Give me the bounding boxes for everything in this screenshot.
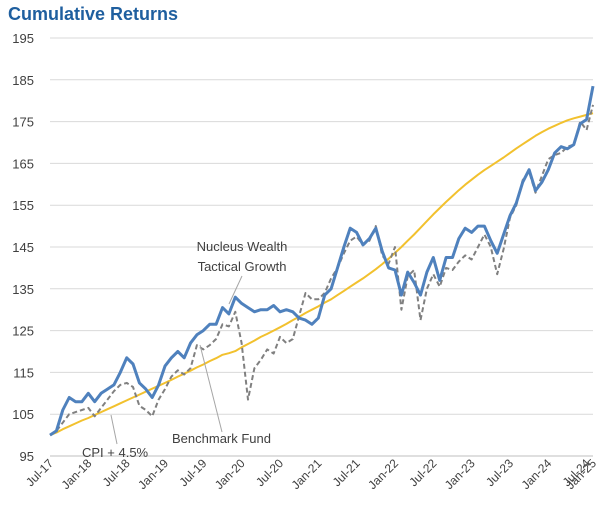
y-tick-label: 105 xyxy=(12,407,34,422)
series-line-nucleus xyxy=(49,85,595,437)
annotation-cpi: CPI + 4.5% xyxy=(82,445,149,460)
x-tick-label: Jan-21 xyxy=(289,456,325,492)
x-tick-label: Jul-19 xyxy=(176,456,209,489)
annotation-benchmark: Benchmark Fund xyxy=(172,431,271,446)
leader-benchmark xyxy=(199,344,223,433)
x-tick-label: Jan-18 xyxy=(59,456,95,492)
annotation-nucleus: Nucleus Wealth xyxy=(197,239,288,254)
chart-title: Cumulative Returns xyxy=(8,4,179,24)
y-tick-label: 145 xyxy=(12,240,34,255)
series-line-benchmark xyxy=(49,104,594,436)
y-axis-ticks: 95 105 115 125 135 145 155 165 175 185 195 xyxy=(12,31,34,464)
y-tick-label: 185 xyxy=(12,73,34,88)
x-axis-ticks: Jul-17 Jan-18 Jul-18 Jan-19 Jul-19 Jan-20 Jul-… xyxy=(23,456,599,492)
annotations: Nucleus Wealth Tactical Growth Benchmark F… xyxy=(82,239,287,460)
x-tick-label: Jan-20 xyxy=(212,456,248,492)
x-tick-label: Jul-23 xyxy=(483,456,516,489)
y-tick-label: 175 xyxy=(12,115,34,130)
x-tick-label: Jan-22 xyxy=(365,456,401,492)
x-tick-label: Jan-19 xyxy=(135,456,171,492)
x-tick-label: Jan-24 xyxy=(519,456,555,492)
y-tick-label: 135 xyxy=(12,282,34,297)
x-tick-label: Jan-23 xyxy=(442,456,478,492)
x-tick-label: Jul-20 xyxy=(253,456,286,489)
series-lines xyxy=(49,85,595,437)
y-tick-label: 165 xyxy=(12,156,34,171)
y-tick-label: 115 xyxy=(13,365,34,380)
x-tick-label: Jul-22 xyxy=(406,456,439,489)
x-tick-label: Jul-18 xyxy=(100,456,133,489)
x-tick-label: Jul-21 xyxy=(330,456,363,489)
annotation-leaders xyxy=(110,275,243,445)
leader-nucleus xyxy=(228,275,243,305)
y-tick-label: 195 xyxy=(12,31,34,46)
y-tick-label: 95 xyxy=(20,449,34,464)
gridlines xyxy=(50,37,593,415)
leader-cpi xyxy=(110,414,118,445)
y-tick-label: 155 xyxy=(12,198,34,213)
annotation-nucleus: Tactical Growth xyxy=(198,259,287,274)
y-tick-label: 125 xyxy=(12,324,34,339)
